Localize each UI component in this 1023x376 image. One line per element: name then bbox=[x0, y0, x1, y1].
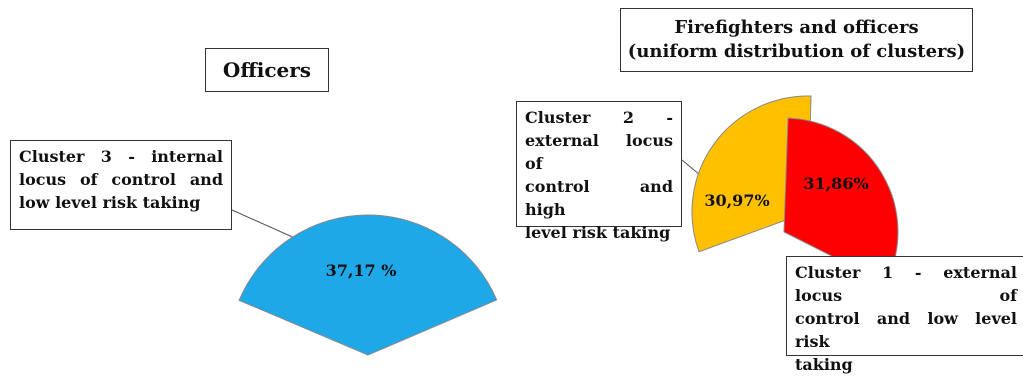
callout-cluster-2-line: external locus of bbox=[525, 131, 673, 173]
callout-cluster-3: Cluster 3 - internal locus of control an… bbox=[10, 140, 232, 230]
chart-title-officers-text: Officers bbox=[222, 58, 312, 82]
data-label-cluster-3: 37,17 % bbox=[326, 261, 397, 280]
pie-slice-cluster-3 bbox=[238, 214, 498, 356]
callout-cluster-2-line: Cluster 2 - bbox=[525, 108, 673, 127]
callout-cluster-2-line: control and high bbox=[525, 177, 673, 219]
chart-title-firefighters-officers: Firefighters and officers (uniform distr… bbox=[620, 8, 973, 72]
chart-title-line-1: Firefighters and officers bbox=[674, 17, 919, 38]
callout-cluster-2-line: level risk taking bbox=[525, 223, 671, 242]
pie-slice-cluster-2 bbox=[691, 95, 812, 253]
chart-title-line-2: (uniform distribution of clusters) bbox=[627, 41, 966, 62]
chart-canvas: 37,17 % 30,97% 31,86% bbox=[231, 95, 899, 356]
callout-cluster-1-line: Cluster 1 - external locus of bbox=[795, 263, 1017, 305]
callout-cluster-1: Cluster 1 - external locus of control an… bbox=[786, 256, 1023, 374]
callout-cluster-1-line: taking bbox=[795, 355, 853, 374]
callout-cluster-3-line: low level risk taking bbox=[19, 193, 201, 212]
chart-title-officers: Officers bbox=[205, 48, 329, 92]
callout-cluster-3-line: Cluster 3 - internal bbox=[19, 147, 223, 166]
callout-cluster-2: Cluster 2 - external locus of control an… bbox=[516, 101, 682, 242]
callout-cluster-3-line: locus of control and bbox=[19, 170, 223, 189]
data-label-cluster-2: 30,97% bbox=[704, 191, 769, 210]
data-label-cluster-1: 31,86% bbox=[803, 174, 868, 193]
callout-cluster-1-line: control and low level risk bbox=[795, 309, 1017, 351]
